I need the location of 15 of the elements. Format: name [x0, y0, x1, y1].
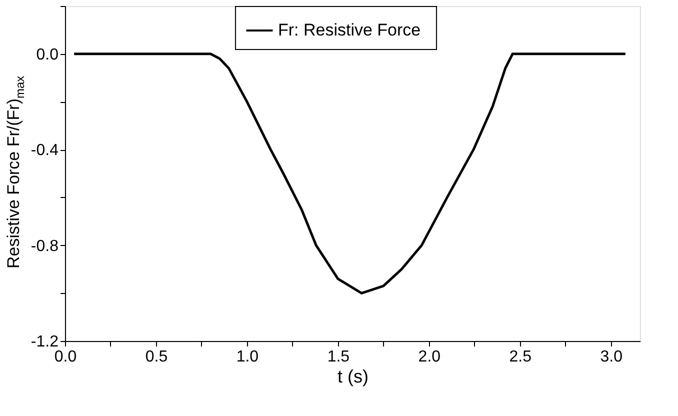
x-tick-label: 1.0 — [236, 348, 259, 366]
legend-label: Fr: Resistive Force — [278, 20, 421, 40]
y-axis-title: Resistive Force Fr/(Fr)max — [4, 76, 27, 268]
x-tick-label: 2.0 — [418, 348, 441, 366]
x-tick-label: 3.0 — [600, 348, 623, 366]
x-tick-label: 2.5 — [509, 348, 532, 366]
y-tick-label: -0.8 — [30, 238, 59, 255]
x-tick-label: 0.0 — [54, 348, 77, 366]
y-tick-label: -1.2 — [30, 334, 59, 350]
x-tick-label: 1.5 — [327, 348, 350, 366]
y-tick-label: 0.0 — [36, 46, 59, 64]
y-tick-label: -0.4 — [30, 142, 59, 160]
x-axis-title: t (s) — [338, 366, 368, 386]
x-tick-label: 0.5 — [145, 348, 168, 366]
line-series — [72, 52, 627, 294]
